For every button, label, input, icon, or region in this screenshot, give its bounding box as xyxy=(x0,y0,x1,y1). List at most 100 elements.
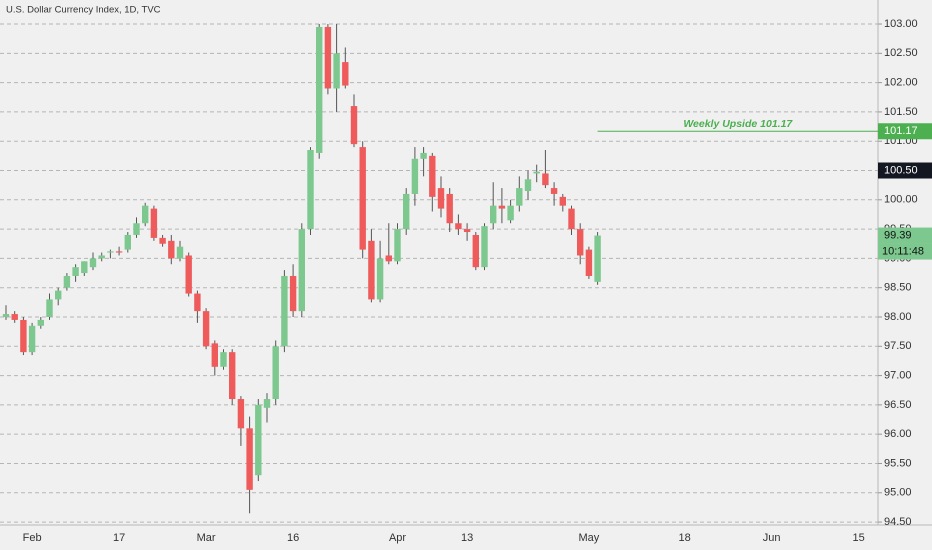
candle-body xyxy=(376,258,384,300)
candle-body xyxy=(168,240,175,259)
last-price-label: 99.39 xyxy=(884,229,912,241)
x-tick-label: 15 xyxy=(852,532,864,544)
candle-body xyxy=(350,106,358,145)
candle-body xyxy=(2,314,10,317)
candle-body xyxy=(533,171,540,174)
last-price-tag xyxy=(878,227,932,244)
candle-body xyxy=(202,311,210,347)
crosshair-tag xyxy=(878,162,932,179)
candle-body xyxy=(550,188,558,194)
x-tick-label: Jun xyxy=(763,532,781,544)
y-tick-label: 101.50 xyxy=(884,106,918,118)
candle-body xyxy=(437,188,445,209)
candle-body xyxy=(472,234,479,268)
crosshair-tag-label: 100.50 xyxy=(884,164,918,176)
candle-body xyxy=(150,208,158,238)
candle-body xyxy=(516,188,523,206)
candle-body xyxy=(368,240,375,300)
x-tick-label: Mar xyxy=(197,532,216,544)
candle-body xyxy=(507,205,514,221)
candle-body xyxy=(385,255,392,262)
x-tick-label: Apr xyxy=(389,532,406,544)
candle-body xyxy=(281,275,288,347)
candle-body xyxy=(237,399,245,429)
candle-body xyxy=(81,261,88,274)
candle-body xyxy=(420,152,427,159)
candle-body xyxy=(159,237,166,244)
y-tick-label: 96.00 xyxy=(884,428,912,440)
candle-body xyxy=(577,229,584,256)
price-line-tag xyxy=(878,123,932,140)
y-tick-label: 95.50 xyxy=(884,457,912,469)
candle-body xyxy=(585,249,593,276)
chart-title: U.S. Dollar Currency Index, 1D, TVC xyxy=(6,5,161,16)
candle-body xyxy=(594,235,601,282)
y-tick-label: 103.00 xyxy=(884,18,918,30)
candle-body xyxy=(568,208,575,230)
candle-body xyxy=(498,205,506,209)
candle-body xyxy=(133,223,140,235)
candle-body xyxy=(229,352,236,400)
candle-body xyxy=(185,255,192,294)
countdown-tag xyxy=(878,243,932,260)
candle-body xyxy=(72,267,79,276)
candle-body xyxy=(11,314,18,320)
candle-body xyxy=(316,26,323,153)
y-tick-label: 97.00 xyxy=(884,369,912,381)
y-tick-label: 102.50 xyxy=(884,47,918,59)
y-tick-label: 96.50 xyxy=(884,399,912,411)
candle-body xyxy=(463,229,471,233)
candle-body xyxy=(98,255,105,259)
candle-body xyxy=(403,193,410,230)
y-tick-label: 98.00 xyxy=(884,311,912,323)
candle-body xyxy=(211,343,218,367)
candle-body xyxy=(176,246,184,259)
candle-body xyxy=(490,205,497,224)
y-tick-label: 102.00 xyxy=(884,77,918,89)
candle-body xyxy=(307,150,314,230)
candle-body xyxy=(28,325,36,353)
candle-body xyxy=(142,205,149,224)
x-tick-label: 13 xyxy=(461,532,473,544)
candle-body xyxy=(324,26,332,89)
candle-body xyxy=(272,346,279,400)
candle-body xyxy=(46,299,53,317)
candle-body xyxy=(394,229,401,262)
candle-body xyxy=(115,251,123,253)
candle-body xyxy=(55,290,62,300)
candle-body xyxy=(298,229,305,312)
candle-body xyxy=(263,399,271,408)
candle-body xyxy=(342,62,349,86)
candle-body xyxy=(455,223,462,230)
candle-body xyxy=(255,404,262,476)
y-tick-label: 94.50 xyxy=(884,516,912,528)
candle-body xyxy=(333,53,340,89)
candle-body xyxy=(559,196,566,206)
price-line-tag-label: 101.17 xyxy=(884,125,918,137)
candle-body xyxy=(220,352,227,367)
candle-body xyxy=(411,158,419,194)
x-tick-label: Feb xyxy=(23,532,42,544)
candle-body xyxy=(542,173,549,186)
candle-body xyxy=(481,226,488,268)
y-tick-label: 95.00 xyxy=(884,487,912,499)
x-tick-label: May xyxy=(579,532,600,544)
candle-body xyxy=(89,258,97,268)
y-tick-label: 97.50 xyxy=(884,340,912,352)
candle-body xyxy=(289,275,297,312)
candle-body xyxy=(37,319,44,326)
x-tick-label: 17 xyxy=(113,532,125,544)
candle-body xyxy=(63,275,71,288)
candle-body xyxy=(524,179,532,192)
candle-body xyxy=(20,319,27,353)
candle-body xyxy=(359,147,366,250)
candle-body xyxy=(429,155,436,197)
candle-body xyxy=(194,293,201,312)
y-tick-label: 98.50 xyxy=(884,282,912,294)
price-line-text: Weekly Upside 101.17 xyxy=(683,118,793,130)
x-tick-label: 16 xyxy=(287,532,299,544)
countdown-label: 10:11:48 xyxy=(882,245,924,257)
candle-body xyxy=(446,193,453,224)
